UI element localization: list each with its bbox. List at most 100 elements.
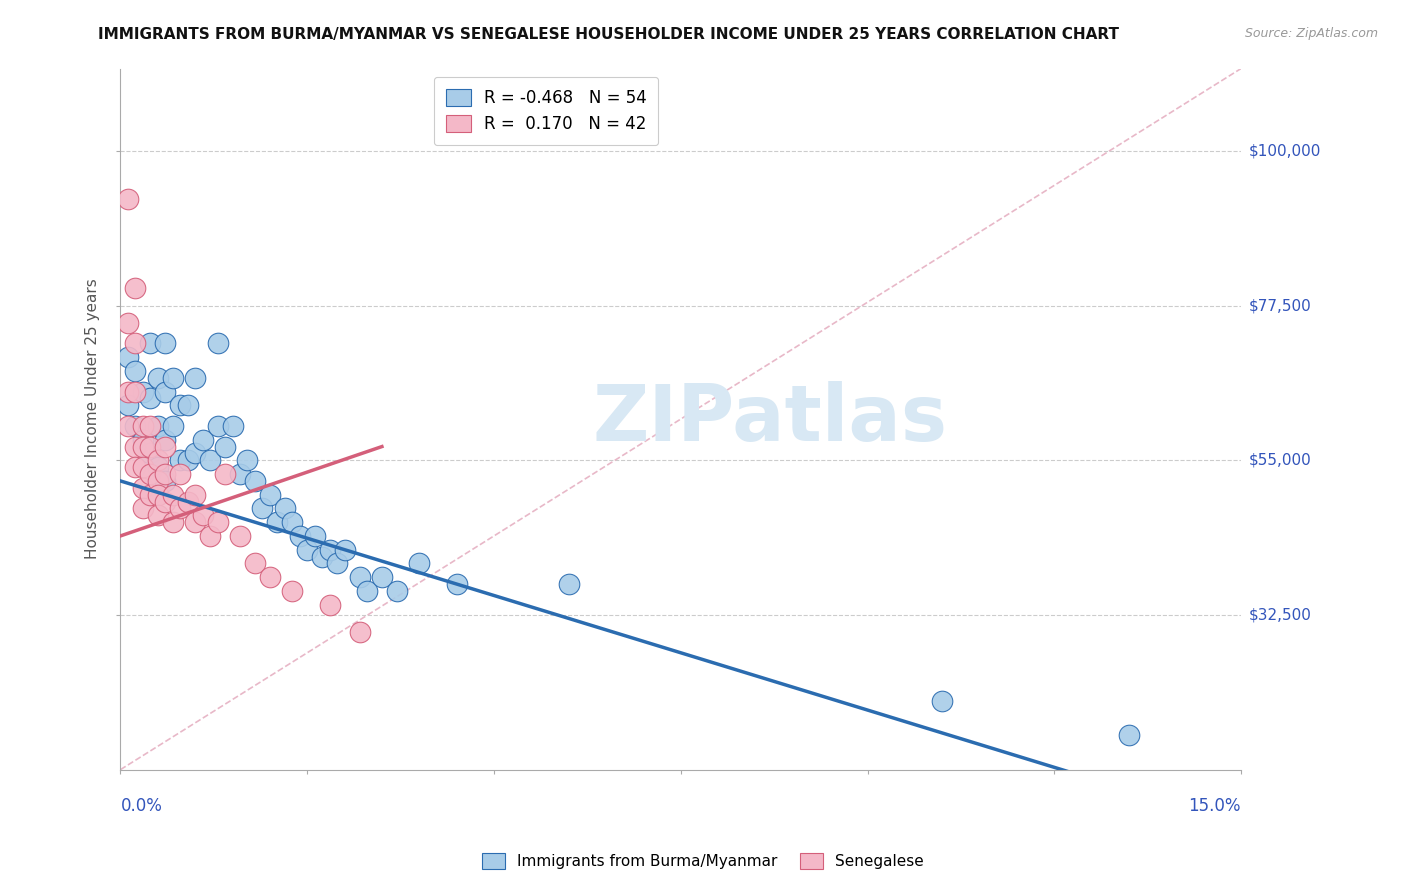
Point xyxy=(259,570,281,584)
Point xyxy=(169,467,191,481)
Point xyxy=(243,557,266,571)
Point xyxy=(184,488,207,502)
Point xyxy=(124,460,146,475)
Point xyxy=(139,336,162,351)
Point xyxy=(281,515,304,529)
Point xyxy=(1118,728,1140,742)
Text: Source: ZipAtlas.com: Source: ZipAtlas.com xyxy=(1244,27,1378,40)
Text: 0.0%: 0.0% xyxy=(121,797,162,815)
Point xyxy=(333,542,356,557)
Point xyxy=(214,467,236,481)
Point xyxy=(117,316,139,330)
Point xyxy=(236,453,259,467)
Point xyxy=(169,398,191,412)
Point xyxy=(162,488,184,502)
Point xyxy=(184,446,207,460)
Point xyxy=(132,460,155,475)
Point xyxy=(326,557,349,571)
Point xyxy=(931,694,953,708)
Point xyxy=(146,371,169,385)
Point xyxy=(132,501,155,516)
Point xyxy=(259,488,281,502)
Point xyxy=(198,453,221,467)
Point xyxy=(139,446,162,460)
Point xyxy=(124,419,146,434)
Point xyxy=(266,515,288,529)
Point xyxy=(446,577,468,591)
Point xyxy=(139,440,162,454)
Point xyxy=(132,481,155,495)
Point xyxy=(281,583,304,598)
Point xyxy=(146,460,169,475)
Point xyxy=(146,474,169,488)
Point xyxy=(176,494,198,508)
Point xyxy=(207,515,229,529)
Text: $32,500: $32,500 xyxy=(1249,607,1312,623)
Point xyxy=(176,398,198,412)
Text: $100,000: $100,000 xyxy=(1249,144,1320,159)
Point xyxy=(117,398,139,412)
Point xyxy=(557,577,579,591)
Point xyxy=(132,384,155,399)
Point xyxy=(139,392,162,406)
Y-axis label: Householder Income Under 25 years: Householder Income Under 25 years xyxy=(86,278,100,559)
Point xyxy=(155,433,177,447)
Point xyxy=(155,474,177,488)
Point xyxy=(155,384,177,399)
Point xyxy=(349,570,371,584)
Text: $55,000: $55,000 xyxy=(1249,453,1312,467)
Point xyxy=(169,453,191,467)
Point xyxy=(207,336,229,351)
Point xyxy=(132,419,155,434)
Text: $77,500: $77,500 xyxy=(1249,298,1312,313)
Point xyxy=(304,529,326,543)
Point xyxy=(274,501,297,516)
Point xyxy=(146,488,169,502)
Text: ZIPatlas: ZIPatlas xyxy=(593,381,948,457)
Point xyxy=(132,440,155,454)
Point xyxy=(124,364,146,378)
Point xyxy=(229,467,252,481)
Point xyxy=(371,570,394,584)
Point xyxy=(124,384,146,399)
Point xyxy=(117,384,139,399)
Point xyxy=(155,440,177,454)
Point xyxy=(214,440,236,454)
Point xyxy=(139,467,162,481)
Point xyxy=(132,433,155,447)
Point xyxy=(117,350,139,364)
Point xyxy=(155,467,177,481)
Point xyxy=(146,453,169,467)
Point xyxy=(124,336,146,351)
Point xyxy=(408,557,430,571)
Point xyxy=(162,419,184,434)
Point xyxy=(356,583,378,598)
Point xyxy=(288,529,311,543)
Point xyxy=(207,419,229,434)
Point xyxy=(318,598,340,612)
Point xyxy=(184,515,207,529)
Point xyxy=(198,529,221,543)
Point xyxy=(385,583,408,598)
Point xyxy=(169,501,191,516)
Point xyxy=(146,508,169,523)
Point xyxy=(124,281,146,295)
Text: 15.0%: 15.0% xyxy=(1188,797,1241,815)
Legend: Immigrants from Burma/Myanmar, Senegalese: Immigrants from Burma/Myanmar, Senegales… xyxy=(475,847,931,875)
Point xyxy=(243,474,266,488)
Point xyxy=(117,419,139,434)
Point xyxy=(155,494,177,508)
Point xyxy=(176,453,198,467)
Text: IMMIGRANTS FROM BURMA/MYANMAR VS SENEGALESE HOUSEHOLDER INCOME UNDER 25 YEARS CO: IMMIGRANTS FROM BURMA/MYANMAR VS SENEGAL… xyxy=(98,27,1119,42)
Point xyxy=(155,336,177,351)
Point xyxy=(229,529,252,543)
Point xyxy=(184,371,207,385)
Point xyxy=(221,419,243,434)
Point xyxy=(139,488,162,502)
Point xyxy=(191,508,214,523)
Point xyxy=(139,419,162,434)
Point xyxy=(162,515,184,529)
Point xyxy=(191,433,214,447)
Point xyxy=(146,419,169,434)
Point xyxy=(311,549,333,564)
